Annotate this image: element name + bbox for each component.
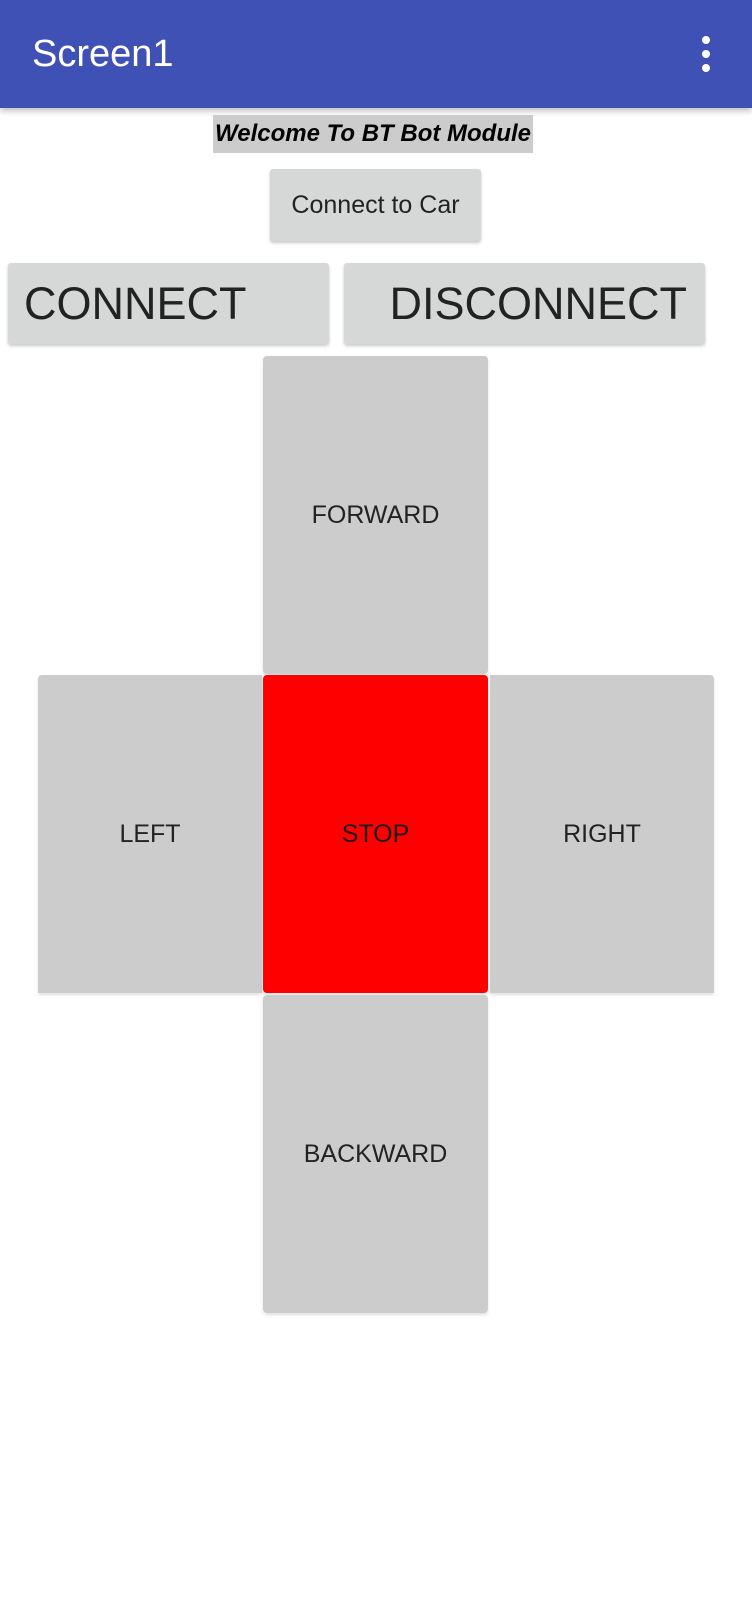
left-button[interactable]: LEFT [38,675,262,993]
disconnect-button[interactable]: DISCONNECT [344,263,705,344]
connect-button[interactable]: CONNECT [8,263,329,344]
forward-button[interactable]: FORWARD [263,356,488,674]
backward-button[interactable]: BACKWARD [263,995,488,1313]
app-title: Screen1 [32,33,174,75]
menu-dot [702,64,710,72]
more-vert-icon[interactable] [698,36,714,72]
stop-button[interactable]: STOP [263,675,488,993]
menu-dot [702,50,710,58]
menu-dot [702,36,710,44]
right-button[interactable]: RIGHT [490,675,714,993]
connect-to-car-button[interactable]: Connect to Car [270,169,481,241]
app-bar: Screen1 [0,0,752,108]
welcome-label: Welcome To BT Bot Module [213,115,533,153]
